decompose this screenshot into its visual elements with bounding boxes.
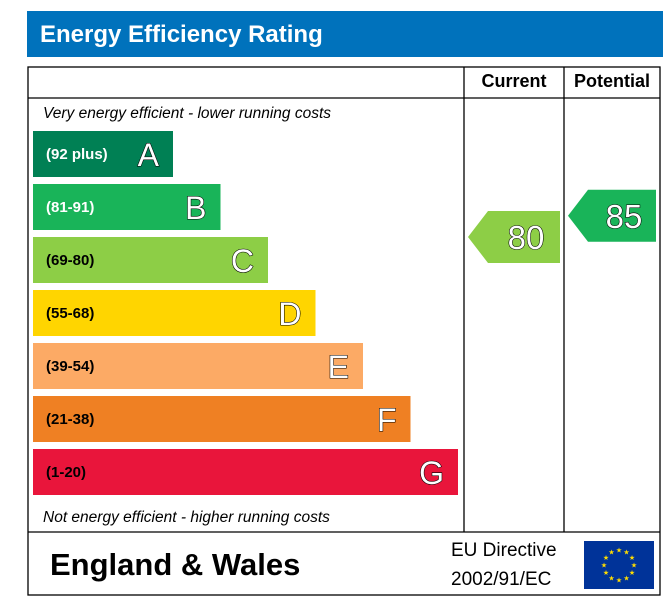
potential-column-header: Potential: [574, 71, 650, 91]
efficient-note: Very energy efficient - lower running co…: [43, 105, 331, 122]
region-label: England & Wales: [50, 547, 300, 582]
eu-flag-star: ★: [631, 562, 637, 570]
band-d-letter: D: [278, 296, 301, 332]
eu-flag-star: ★: [601, 562, 607, 570]
band-e-letter: E: [328, 349, 349, 385]
band-d-range: (55-68): [46, 305, 94, 322]
band-e-range: (39-54): [46, 358, 94, 375]
band-g-bar: [33, 449, 458, 495]
chart-title: Energy Efficiency Rating: [40, 21, 323, 48]
eu-flag-stars: ★ ★★★★★★★★★★★: [601, 547, 637, 585]
potential-rating-arrow: [568, 189, 656, 242]
eu-flag-star: ★: [603, 554, 609, 562]
band-f-letter: F: [377, 402, 397, 438]
directive-number: 2002/91/EC: [451, 569, 551, 590]
current-rating-arrow: [468, 211, 560, 263]
band-b-range: (81-91): [46, 199, 94, 216]
band-a-range: (92 plus): [46, 146, 108, 163]
eu-flag-star: ★: [608, 574, 614, 582]
eu-flag-star: ★: [616, 547, 622, 555]
potential-rating-value: 85: [606, 198, 643, 235]
band-c-range: (69-80): [46, 252, 94, 269]
chart-frame: [27, 66, 661, 596]
eu-flag-star: ★: [616, 577, 622, 585]
band-a-bar: [33, 131, 173, 177]
eu-flag-star: ★: [608, 549, 614, 557]
band-g-range: (1-20): [46, 464, 86, 481]
band-a-letter: A: [138, 137, 160, 173]
band-b-bar: [33, 184, 221, 230]
band-f-range: (21-38): [46, 411, 94, 428]
eu-flag-star: ★: [623, 549, 629, 557]
band-c-bar: [33, 237, 268, 283]
band-e-bar: [33, 343, 363, 389]
eu-flag-star: ★: [603, 569, 609, 577]
band-d-bar: [33, 290, 316, 336]
band-g-letter: G: [419, 455, 444, 491]
inefficient-note: Not energy efficient - higher running co…: [43, 509, 330, 526]
eu-flag-star: ★: [629, 569, 635, 577]
band-c-letter: C: [231, 243, 254, 279]
directive-label: EU Directive: [451, 540, 557, 561]
eu-flag-star: ★: [629, 554, 635, 562]
band-f-bar: [33, 396, 411, 442]
band-b-letter: B: [185, 190, 206, 226]
score-arrows: 80 85: [468, 189, 656, 263]
current-rating-value: 80: [508, 219, 545, 256]
header-bar: [27, 11, 663, 57]
rating-bands: (92 plus) A (81-91) B (69-80) C (55-68) D (39-54…: [33, 131, 458, 495]
eu-flag-star: ★: [623, 574, 629, 582]
eu-flag-icon: [584, 541, 654, 589]
current-column-header: Current: [481, 71, 546, 91]
